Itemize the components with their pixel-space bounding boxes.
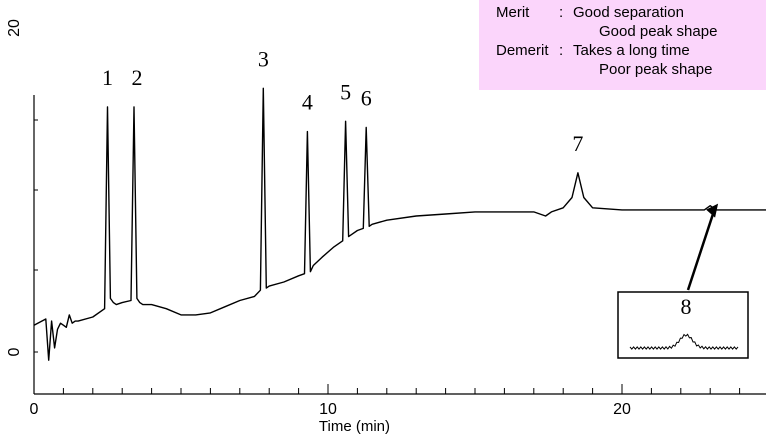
demerit-item-1: Takes a long time <box>573 42 690 59</box>
inset-trace <box>629 333 739 350</box>
demerit-item-2: Poor peak shape <box>599 61 713 78</box>
peak-label-1: 1 <box>102 65 113 90</box>
x-axis-label: Time (min) <box>319 418 390 435</box>
merit-item-1: Good separation <box>573 4 684 21</box>
x-tick-label-2: 20 <box>613 401 631 418</box>
y-tick-label-2: 20 <box>6 19 23 37</box>
demerit-label: Demerit <box>496 42 549 59</box>
merit-demerit-note: Merit : Good separation Good peak shape … <box>479 0 766 90</box>
peak-label-7: 7 <box>572 131 583 156</box>
x-tick-label-1: 10 <box>319 401 337 418</box>
x-tick-label-0: 0 <box>30 401 39 418</box>
peak-label-3: 3 <box>258 46 269 71</box>
peak-label-4: 4 <box>302 90 313 115</box>
merit-item-2: Good peak shape <box>599 23 718 40</box>
merit-label: Merit <box>496 4 530 21</box>
peak-label-2: 2 <box>131 65 142 90</box>
inset-box <box>617 291 749 359</box>
inset-arrow-head <box>706 203 719 218</box>
inset-arrow-line <box>686 210 716 291</box>
chromatogram-trace <box>33 87 766 361</box>
peak-label-5: 5 <box>340 79 351 104</box>
y-tick-label-0: 0 <box>6 347 23 356</box>
peak-label-6: 6 <box>361 85 372 110</box>
inset-peak-label: 8 <box>681 294 692 319</box>
merit-colon: : <box>559 4 564 21</box>
demerit-colon: : <box>559 42 564 59</box>
